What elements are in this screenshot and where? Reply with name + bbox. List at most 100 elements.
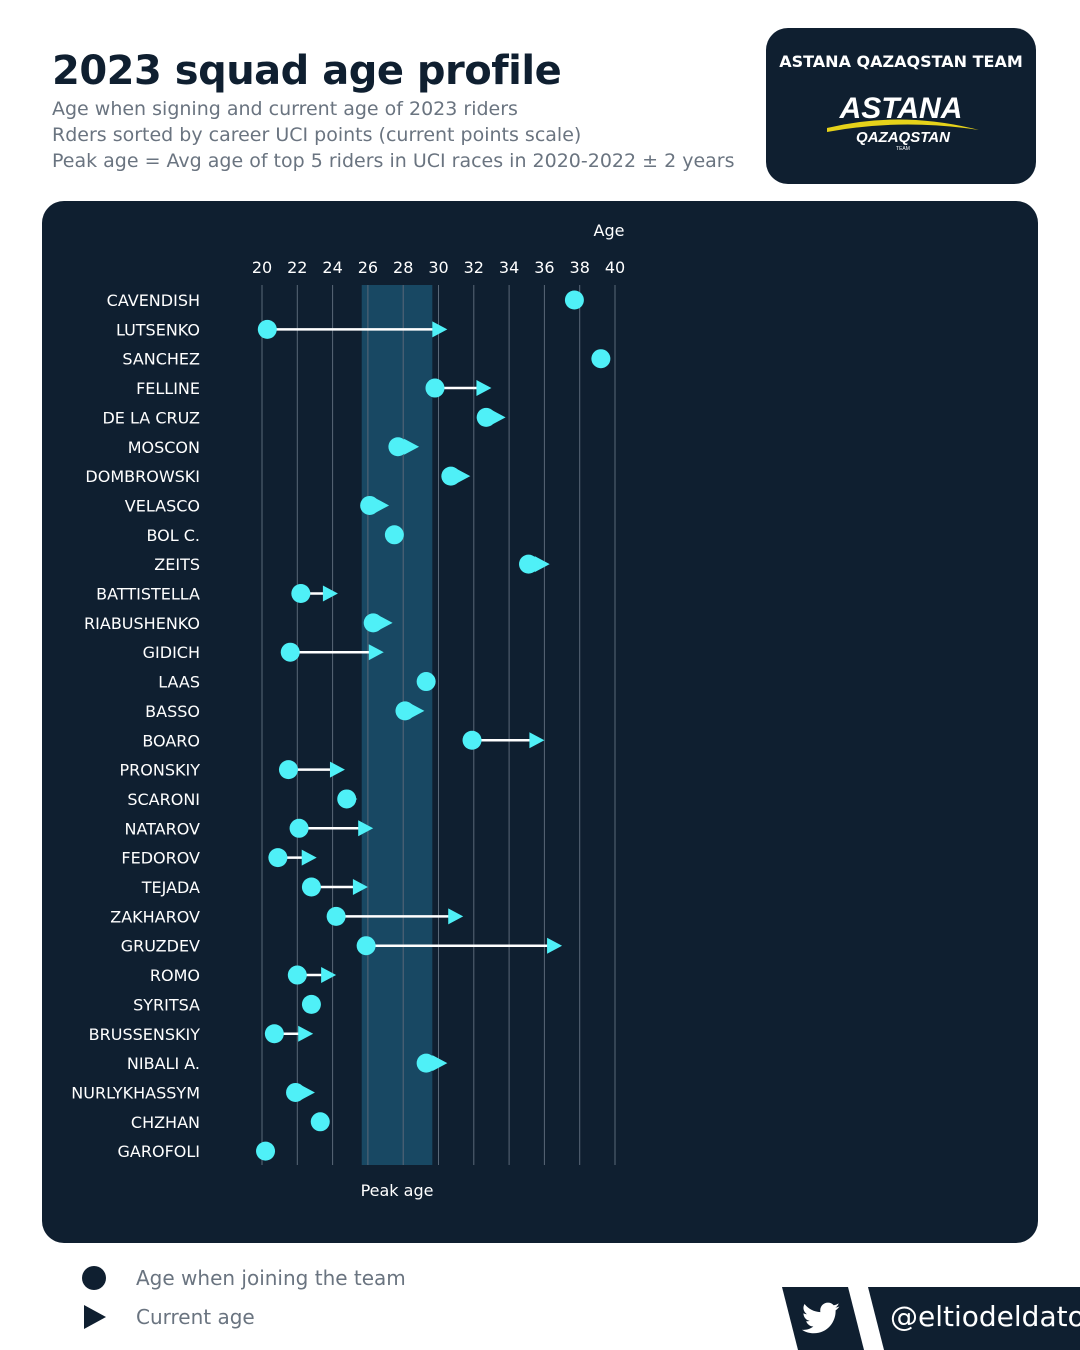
join-age-dot	[326, 906, 346, 926]
logo-small-text: TEAM	[896, 146, 910, 152]
peak-age-label: Peak age	[361, 1181, 434, 1200]
rider-name: CHZHAN	[131, 1113, 200, 1132]
join-age-dot	[287, 965, 307, 985]
x-tick-label: 34	[499, 258, 519, 277]
current-age-marker	[321, 967, 337, 984]
footer-banner	[782, 1287, 1080, 1350]
join-age-dot	[256, 1141, 276, 1161]
rider-name: GRUZDEV	[121, 937, 200, 956]
rider-name: FEDOROV	[121, 849, 200, 868]
x-tick-label: 32	[464, 258, 484, 277]
twitter-handle: @eltiodeldato	[890, 1300, 1080, 1333]
join-age-dot	[257, 319, 277, 339]
logo-swoosh	[827, 119, 979, 132]
x-tick-label: 30	[428, 258, 448, 277]
join-age-dot	[416, 1053, 436, 1073]
rider-name: SYRITSA	[133, 995, 200, 1014]
current-age-marker	[322, 585, 338, 602]
twitter-bird-icon	[801, 1302, 840, 1334]
rider-name: BASSO	[145, 702, 200, 721]
rider-name: BOL C.	[146, 526, 200, 545]
x-tick-label: 28	[393, 258, 413, 277]
handle-box	[868, 1287, 1080, 1350]
current-age-marker	[547, 937, 563, 954]
join-age-dot	[388, 437, 408, 457]
chart-panel: Peak age 20 22 24 26 28 30 32 34 36 38 40 Age CAVENDI…	[42, 201, 1038, 1243]
join-age-dot	[384, 525, 404, 545]
current-age-marker	[329, 761, 345, 778]
current-age-marker	[368, 644, 384, 661]
subtitle-line-3: Peak age = Avg age of top 5 riders in UC…	[52, 150, 735, 172]
rider-name: PRONSKIY	[120, 761, 201, 780]
join-age-dot	[264, 1024, 284, 1044]
rider-name: BOARO	[142, 731, 200, 750]
x-tick-label: 22	[287, 258, 307, 277]
rider-name: ZAKHAROV	[110, 907, 200, 926]
current-age-marker	[404, 438, 420, 455]
rider-name: LAAS	[158, 673, 200, 692]
legend-current: Current age	[82, 1302, 255, 1332]
join-age-dot	[280, 642, 300, 662]
subtitle-line-2: Rders sorted by career UCI points (curre…	[52, 124, 582, 146]
rider-name: FELLINE	[136, 379, 200, 398]
rider-name: SCARONI	[127, 790, 200, 809]
current-age-marker	[352, 879, 368, 895]
peak-age-band	[361, 285, 433, 1165]
join-age-dot	[519, 554, 539, 574]
rider-name: BRUSSENSKIY	[89, 1025, 201, 1044]
rider-name: RIABUSHENKO	[84, 614, 200, 633]
rider-name: TEJADA	[141, 878, 200, 897]
current-age-marker	[432, 321, 448, 338]
x-tick-label: 36	[534, 258, 554, 277]
legend-current-label: Current age	[136, 1305, 255, 1329]
logo-sub-text: QAZAQSTAN	[856, 129, 951, 146]
join-age-dot	[337, 789, 357, 809]
rider-name: CAVENDISH	[107, 291, 200, 310]
join-age-dot	[360, 495, 380, 515]
x-tick-label: 26	[358, 258, 378, 277]
rider-name: NATAROV	[124, 819, 200, 838]
join-age-dot	[278, 760, 298, 780]
join-age-dot	[363, 613, 383, 633]
join-age-dot	[310, 1112, 330, 1132]
join-age-dot	[289, 818, 309, 838]
page-title: 2023 squad age profile	[52, 48, 562, 94]
x-tick-label: 24	[322, 258, 342, 277]
current-age-marker	[301, 849, 317, 866]
join-age-dot	[416, 672, 436, 692]
rider-name: GAROFOLI	[118, 1142, 200, 1161]
join-age-dot	[356, 936, 376, 956]
current-age-marker	[534, 556, 550, 573]
rider-name: NURLYKHASSYM	[71, 1083, 200, 1102]
join-age-dot	[591, 349, 611, 369]
rider-name: DE LA CRUZ	[102, 408, 200, 427]
rider-name: ROMO	[150, 966, 200, 985]
join-age-dot	[395, 701, 415, 721]
join-age-dot	[462, 730, 482, 750]
join-age-dot	[425, 378, 445, 398]
current-age-marker	[358, 820, 374, 837]
legend-triangle-icon	[84, 1305, 106, 1329]
join-age-dot	[441, 466, 461, 486]
join-age-dot	[564, 290, 584, 310]
rider-name: LUTSENKO	[116, 320, 200, 339]
rider-name: GIDICH	[143, 643, 200, 662]
rider-name: ZEITS	[154, 555, 200, 574]
rider-name: SANCHEZ	[122, 350, 200, 369]
astana-logo: ASTANA QAZAQSTAN TEAM	[827, 92, 979, 152]
current-age-marker	[476, 380, 492, 397]
rider-name: VELASCO	[125, 496, 200, 515]
x-tick-label: 20	[252, 258, 272, 277]
rider-name: MOSCON	[128, 438, 200, 457]
subtitle-line-1: Age when signing and current age of 2023…	[52, 98, 518, 120]
join-age-dot	[476, 407, 496, 427]
current-age-marker	[298, 1025, 314, 1042]
join-age-dot	[301, 877, 321, 897]
rider-name: BATTISTELLA	[96, 585, 200, 604]
join-age-dot	[286, 1082, 306, 1102]
rider-name: DOMBROWSKI	[85, 467, 200, 486]
join-age-dot	[268, 848, 288, 868]
age-chart: Peak age 20 22 24 26 28 30 32 34 36 38 40 Age CAVENDI…	[71, 221, 625, 1200]
current-age-marker	[448, 908, 464, 925]
team-badge: ASTANA QAZAQSTAN TEAM ASTANA QAZAQSTAN T…	[766, 28, 1036, 184]
